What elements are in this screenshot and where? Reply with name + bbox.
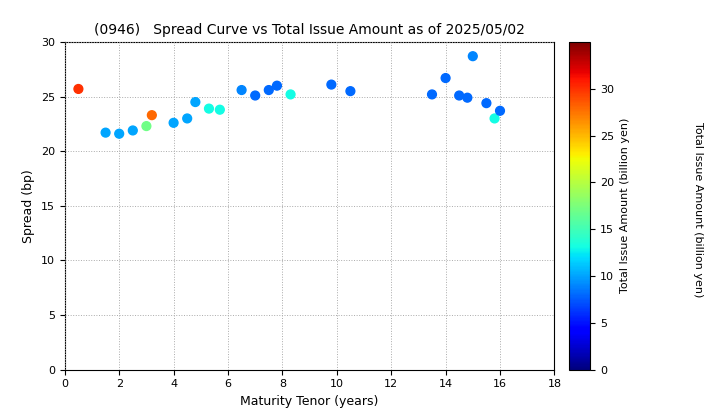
Point — [426, 91, 438, 98]
Point — [146, 112, 158, 118]
Point — [140, 123, 152, 129]
Y-axis label: Total Issue Amount (billion yen): Total Issue Amount (billion yen) — [620, 118, 630, 294]
Point — [462, 94, 473, 101]
Point — [100, 129, 112, 136]
Y-axis label: Spread (bp): Spread (bp) — [22, 169, 35, 243]
Point — [249, 92, 261, 99]
Point — [467, 53, 479, 60]
Point — [345, 88, 356, 94]
Point — [263, 87, 274, 93]
Text: Total Issue Amount (billion yen): Total Issue Amount (billion yen) — [693, 122, 703, 298]
Point — [481, 100, 492, 107]
Point — [168, 119, 179, 126]
Point — [181, 115, 193, 122]
Point — [454, 92, 465, 99]
Point — [203, 105, 215, 112]
Point — [440, 75, 451, 81]
Point — [494, 108, 505, 114]
Point — [285, 91, 297, 98]
Title: (0946)   Spread Curve vs Total Issue Amount as of 2025/05/02: (0946) Spread Curve vs Total Issue Amoun… — [94, 23, 525, 37]
Point — [114, 130, 125, 137]
Point — [489, 115, 500, 122]
Point — [236, 87, 248, 93]
Point — [271, 82, 283, 89]
X-axis label: Maturity Tenor (years): Maturity Tenor (years) — [240, 395, 379, 408]
Point — [189, 99, 201, 105]
Point — [73, 86, 84, 92]
Point — [127, 127, 138, 134]
Point — [325, 81, 337, 88]
Point — [214, 106, 225, 113]
